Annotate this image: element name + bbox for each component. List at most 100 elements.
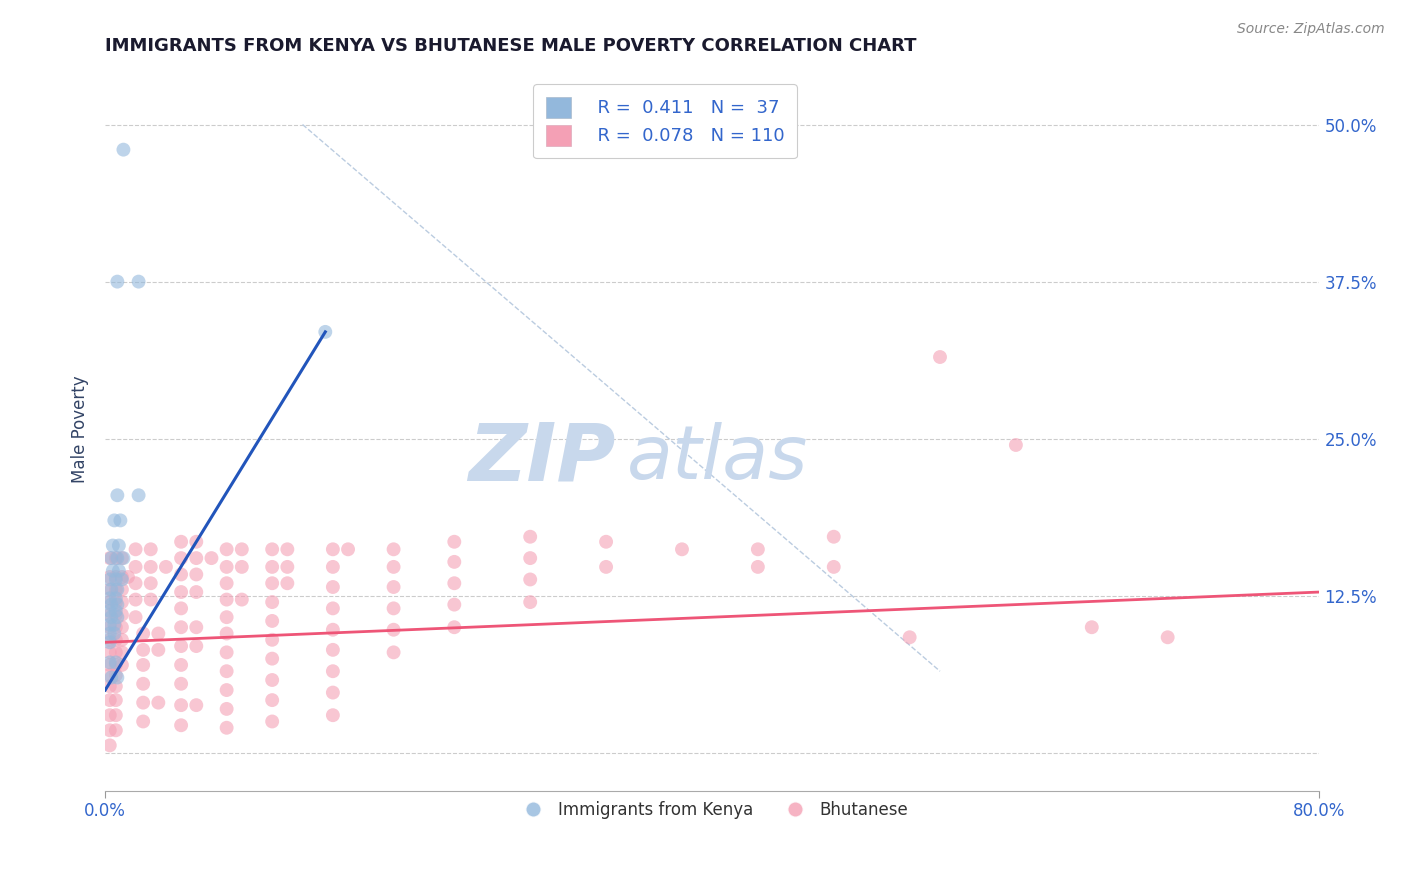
Point <box>148 696 170 710</box>
Point <box>100 551 122 566</box>
Point <box>215 576 238 591</box>
Point <box>170 601 193 615</box>
Point <box>117 570 139 584</box>
Point <box>262 632 284 647</box>
Point <box>231 560 253 574</box>
Point <box>98 657 121 672</box>
Point <box>104 723 127 738</box>
Point <box>595 534 617 549</box>
Point <box>186 639 208 653</box>
Point <box>98 582 121 597</box>
Point <box>262 673 284 687</box>
Point <box>103 617 125 632</box>
Point <box>170 657 193 672</box>
Point <box>262 595 284 609</box>
Point <box>98 570 121 584</box>
Point <box>98 693 121 707</box>
Point <box>170 585 193 599</box>
Text: ZIP: ZIP <box>468 419 616 497</box>
Point <box>105 610 128 624</box>
Point <box>1081 620 1104 634</box>
Point <box>215 683 238 698</box>
Point <box>443 555 465 569</box>
Point <box>322 580 344 594</box>
Point <box>170 620 193 634</box>
Point <box>111 657 134 672</box>
Point <box>104 591 127 606</box>
Point <box>382 623 405 637</box>
Point <box>231 542 253 557</box>
Point <box>671 542 693 557</box>
Point <box>337 542 360 557</box>
Point <box>322 664 344 678</box>
Point <box>98 679 121 693</box>
Point <box>186 620 208 634</box>
Point <box>100 610 122 624</box>
Point <box>104 679 127 693</box>
Point <box>262 651 284 665</box>
Point <box>98 617 121 632</box>
Point <box>105 671 128 685</box>
Point <box>215 702 238 716</box>
Point <box>98 645 121 659</box>
Point <box>382 601 405 615</box>
Point <box>322 542 344 557</box>
Point <box>111 595 134 609</box>
Point <box>200 551 222 566</box>
Point <box>128 275 150 289</box>
Point <box>104 582 127 597</box>
Point <box>124 576 146 591</box>
Point <box>382 542 405 557</box>
Point <box>215 626 238 640</box>
Point <box>382 645 405 659</box>
Point <box>186 551 208 566</box>
Point <box>111 573 134 587</box>
Point <box>215 542 238 557</box>
Point <box>98 591 121 606</box>
Point <box>262 614 284 628</box>
Point <box>170 677 193 691</box>
Point <box>132 714 155 729</box>
Point <box>111 607 134 622</box>
Point <box>98 620 121 634</box>
Point <box>111 620 134 634</box>
Point <box>215 592 238 607</box>
Point <box>98 604 121 618</box>
Point <box>105 275 128 289</box>
Point <box>104 668 127 682</box>
Point <box>111 645 134 659</box>
Point <box>104 604 127 618</box>
Point <box>108 539 131 553</box>
Point <box>98 708 121 723</box>
Point <box>519 530 541 544</box>
Point <box>276 542 298 557</box>
Point <box>98 739 121 753</box>
Point <box>276 560 298 574</box>
Point <box>382 560 405 574</box>
Point <box>139 576 162 591</box>
Point <box>98 607 121 622</box>
Point <box>111 551 134 566</box>
Point <box>98 635 121 649</box>
Point <box>104 708 127 723</box>
Point <box>104 573 127 587</box>
Point <box>322 708 344 723</box>
Point <box>1005 438 1028 452</box>
Point <box>443 620 465 634</box>
Point <box>101 564 124 578</box>
Point <box>100 582 122 597</box>
Point <box>101 539 124 553</box>
Point <box>104 595 127 609</box>
Point <box>170 534 193 549</box>
Point <box>105 598 128 612</box>
Point <box>519 595 541 609</box>
Point <box>111 632 134 647</box>
Text: atlas: atlas <box>627 422 808 494</box>
Point <box>132 677 155 691</box>
Point <box>100 598 122 612</box>
Point <box>98 723 121 738</box>
Point <box>262 714 284 729</box>
Point <box>111 582 134 597</box>
Point <box>104 570 127 584</box>
Point <box>170 567 193 582</box>
